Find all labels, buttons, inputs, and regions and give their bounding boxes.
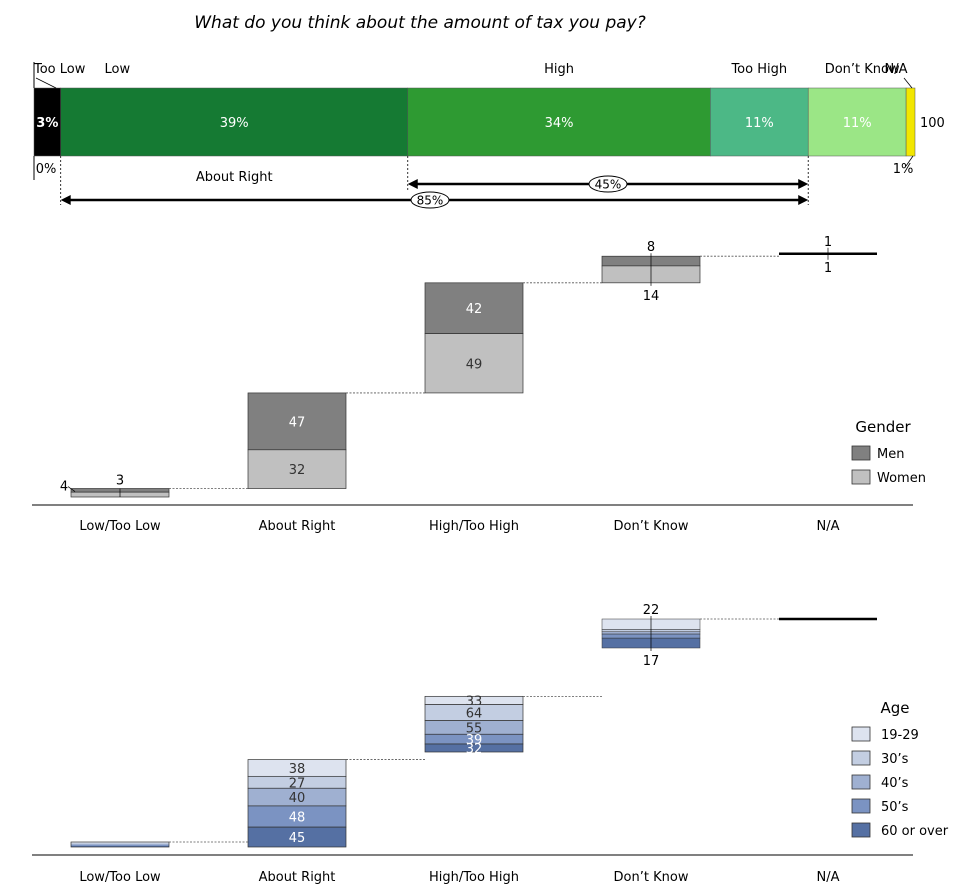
legend-swatch-40-s: [851, 774, 871, 790]
bracket-label-85: 85%: [417, 194, 444, 208]
top-bar-value-too-high: 11%: [745, 116, 774, 131]
category-label-low-too-low: Low/Too Low: [79, 519, 161, 534]
top-category-label-too-high: Too High: [730, 62, 787, 77]
value-label-about-right-40-s: 40: [289, 791, 306, 806]
value-label-high-too-high-women: 49: [466, 357, 483, 372]
top-bar-segment-low: [60, 87, 409, 157]
top-na-label: 1%: [893, 162, 914, 177]
category-label-don-t-know: Don’t Know: [614, 519, 689, 534]
value-label-high-too-high-60-or-over: 32: [466, 742, 483, 757]
value-label-high-too-high-30-s: 64: [466, 707, 483, 722]
chart-title: What do you think about the amount of ta…: [194, 13, 646, 33]
top-bar-segment-n-a: [905, 87, 916, 157]
bar-segment-low-too-low-30-s: [71, 843, 169, 844]
top-axis-start-label: 0%: [36, 162, 57, 177]
value-label-dont-know-19-29: 22: [643, 603, 660, 618]
top-bar-segment-high: [407, 87, 711, 157]
bar-segment-about-right-60-or-over: [247, 826, 347, 848]
bar-outline-low-too-low: [70, 841, 170, 848]
bar-segment-low-too-low-19-29: [71, 842, 169, 843]
top-category-label-too-low: Too Low: [33, 62, 86, 77]
value-label-dont-know-women: 14: [643, 289, 660, 304]
legend-label-50-s: 50’s: [881, 800, 909, 815]
legend-swatch-men: [851, 445, 871, 461]
category-label-low-too-low: Low/Too Low: [79, 870, 161, 885]
bar-segment-low-too-low-60-or-over: [71, 846, 169, 847]
legend-swatch-30-s: [851, 750, 871, 766]
top-bar-value-don-t-know: 11%: [843, 116, 872, 131]
legend-label-women: Women: [877, 471, 926, 486]
top-bar-value-low: 39%: [220, 116, 249, 131]
legend-swatch-19-29: [851, 726, 871, 742]
value-label-about-right-30-s: 27: [289, 776, 306, 791]
bar-segment-low-too-low-50-s: [71, 845, 169, 846]
bar-segment-about-right-men: [247, 392, 347, 451]
bracket-arrow-right: [798, 179, 809, 189]
bracket-arrow-right: [798, 195, 809, 205]
bar-segment-high-too-high-men: [424, 282, 524, 334]
category-label-don-t-know: Don’t Know: [614, 870, 689, 885]
legend-label-19-29: 19-29: [881, 728, 919, 743]
value-label-about-right-50-s: 48: [289, 811, 306, 826]
value-label-dont-know-men: 8: [647, 240, 655, 255]
top-bar-value-too-low: 3%: [36, 116, 58, 131]
top-bar-segment-too-low: [33, 87, 61, 157]
top-leader-line: [905, 155, 914, 167]
legend-swatch-60-or-over: [851, 822, 871, 838]
category-label-n-a: N/A: [817, 519, 840, 534]
bar-segment-low-too-low-40-s: [71, 844, 169, 845]
legend-label-40-s: 40’s: [881, 776, 909, 791]
bracket-badge: [410, 191, 450, 209]
top-leader-line: [35, 77, 57, 89]
top-bar-segment-don-t-know: [807, 87, 907, 157]
top-category-label-dont-know: Don’t Know: [825, 62, 900, 77]
value-label-high-too-high-40-s: 55: [466, 721, 483, 736]
bracket-arrow-left: [60, 195, 71, 205]
legend-title: Gender: [855, 418, 911, 436]
bar-segment-high-too-high-60-or-over: [424, 743, 524, 753]
top-category-label-low: Low: [105, 62, 131, 77]
top-bar-value-high: 34%: [545, 116, 574, 131]
value-label-about-right-men: 47: [289, 415, 306, 430]
top-leader-line: [903, 77, 913, 89]
category-label-high-too-high: High/Too High: [429, 519, 519, 534]
bracket-label-about-right: About Right: [196, 170, 273, 185]
legend-label-60-or-over: 60 or over: [881, 824, 949, 839]
value-label-high-too-high-men: 42: [466, 302, 483, 317]
legend-label-men: Men: [877, 447, 904, 462]
category-label-about-right: About Right: [259, 519, 336, 534]
category-label-n-a: N/A: [817, 870, 840, 885]
value-label-about-right-19-29: 38: [289, 762, 306, 777]
legend-swatch-50-s: [851, 798, 871, 814]
bracket-label-45: 45%: [595, 178, 622, 192]
top-category-label-na: N/A: [885, 62, 908, 77]
value-label-about-right-women: 32: [289, 463, 306, 478]
bracket-badge: [588, 175, 628, 193]
value-label-dont-know-60-or-over: 17: [643, 654, 660, 669]
category-label-high-too-high: High/Too High: [429, 870, 519, 885]
value-label-low-women: 4: [60, 480, 68, 495]
value-label-low-men: 3: [116, 474, 124, 489]
value-label-na-men: 1: [824, 235, 832, 250]
value-leader-line: [67, 486, 76, 492]
legend-swatch-women: [851, 469, 871, 485]
category-label-about-right: About Right: [259, 870, 336, 885]
top-axis-end-label: 100: [920, 116, 945, 131]
top-category-label-high: High: [544, 62, 574, 77]
value-label-na-women: 1: [824, 261, 832, 276]
value-label-about-right-60-or-over: 45: [289, 831, 306, 846]
bar-segment-about-right-women: [247, 449, 347, 489]
bar-segment-high-too-high-women: [424, 333, 524, 394]
top-bar-segment-too-high: [710, 87, 809, 157]
bracket-arrow-left: [407, 179, 418, 189]
legend-label-30-s: 30’s: [881, 752, 909, 767]
legend-title: Age: [880, 699, 909, 717]
